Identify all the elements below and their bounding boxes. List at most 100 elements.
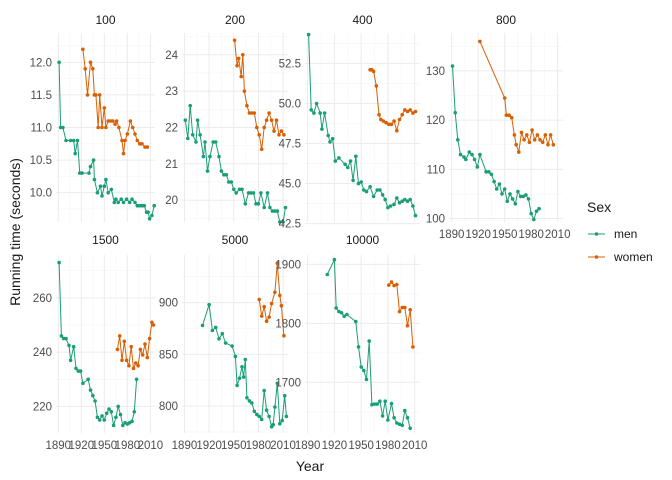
data-point [121, 423, 125, 428]
data-point [362, 188, 366, 192]
x-tick-label: 2010 [402, 440, 428, 452]
data-point [328, 140, 332, 144]
data-point [208, 154, 212, 159]
data-point [392, 202, 396, 207]
data-point [334, 306, 339, 310]
data-point [527, 140, 532, 145]
data-point [278, 421, 282, 426]
data-point [362, 368, 366, 373]
series-men [200, 302, 289, 429]
data-point [264, 319, 269, 324]
data-point [125, 132, 130, 136]
data-point [318, 111, 323, 115]
data-point [273, 405, 277, 409]
data-point [356, 181, 361, 186]
data-point [242, 89, 247, 93]
data-point [250, 401, 254, 405]
data-point [247, 399, 252, 403]
data-point [450, 64, 455, 68]
data-point [526, 197, 531, 201]
data-point [522, 138, 526, 142]
data-point [510, 197, 515, 201]
data-point [386, 205, 390, 210]
data-point [273, 290, 277, 295]
data-point [98, 184, 103, 188]
data-point [85, 93, 90, 97]
data-point [183, 118, 188, 122]
data-point [195, 118, 200, 122]
data-point [389, 401, 394, 406]
data-point [120, 358, 124, 363]
series-line-men [308, 34, 416, 216]
data-point [262, 388, 267, 393]
data-point [254, 125, 259, 130]
data-point [262, 205, 267, 210]
data-point [267, 315, 271, 319]
data-point [513, 202, 518, 206]
data-point [124, 197, 129, 201]
data-point [413, 109, 418, 114]
data-point [521, 194, 525, 199]
data-point [264, 408, 269, 413]
facet-panel-400: 400 42.5 45.0 47.5 50.0 52.5 [279, 13, 420, 231]
data-point [129, 344, 133, 349]
data-point [111, 119, 115, 123]
data-point [408, 108, 413, 112]
data-point [516, 189, 520, 194]
data-point [348, 159, 353, 163]
data-point [272, 129, 276, 133]
data-point [207, 302, 211, 307]
data-point [211, 140, 215, 144]
data-point [256, 202, 261, 206]
data-point [229, 180, 234, 184]
data-point [241, 53, 245, 57]
data-point [245, 396, 249, 400]
data-point [507, 113, 511, 117]
data-point [91, 67, 95, 71]
data-point [364, 377, 369, 382]
data-point [497, 182, 502, 186]
data-point [264, 118, 269, 122]
data-point [257, 297, 262, 302]
data-point [364, 189, 369, 194]
data-point [397, 117, 402, 122]
data-point [217, 154, 221, 159]
facet-strip-label: 10000 [346, 233, 380, 247]
data-point [282, 393, 287, 398]
facet-panel-800: 800 100 110 120 130 1890 1920 1950 1980 2010 [426, 13, 571, 241]
x-tick-label: 2010 [545, 229, 571, 241]
facet-panel-10000: 10000 1700 1800 1900 1890 1920 1950 1980 2010 [275, 233, 427, 452]
y-tick-label: 850 [159, 349, 178, 361]
x-tick-label: 1890 [439, 229, 465, 241]
x-tick-label: 1950 [92, 440, 118, 452]
data-point [236, 56, 241, 61]
data-point [219, 169, 224, 173]
y-tick-label: 47.5 [279, 139, 301, 151]
data-point [147, 336, 152, 341]
data-point [475, 165, 480, 169]
data-point [75, 138, 80, 143]
data-point [337, 309, 341, 314]
data-point [217, 337, 221, 341]
data-point [224, 173, 229, 177]
y-tick-label: 11.0 [30, 123, 52, 135]
data-point [403, 408, 407, 413]
data-point [116, 200, 120, 205]
data-point [504, 113, 509, 117]
data-point [282, 333, 286, 338]
data-point [509, 115, 514, 120]
data-point [135, 138, 140, 143]
data-point [540, 140, 545, 145]
data-point [411, 204, 415, 208]
data-point [386, 418, 390, 422]
data-point [478, 39, 482, 44]
facet-strip-label: 200 [225, 13, 245, 27]
series-men [57, 60, 156, 221]
data-point [484, 170, 488, 174]
data-point [405, 415, 410, 420]
x-tick-label: 1980 [246, 440, 272, 452]
y-tick-label: 50.0 [279, 98, 301, 110]
data-point [97, 418, 102, 422]
